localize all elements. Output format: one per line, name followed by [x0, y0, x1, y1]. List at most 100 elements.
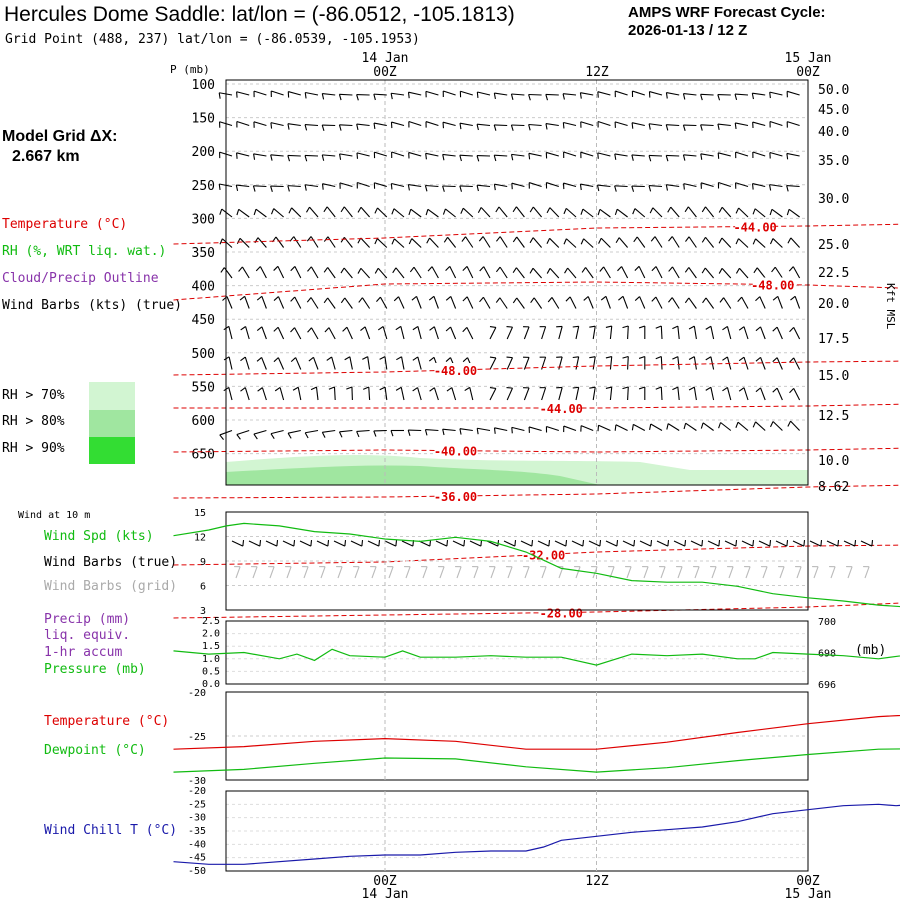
sfc-barb-grid-7-shaft: [354, 566, 360, 579]
wind-barb-r9-c16-shaft: [506, 357, 513, 370]
temperature-contour-0: [173, 223, 900, 245]
wind-barb-r6-c6-flag: [323, 267, 329, 273]
sfc-barb-true-26: [673, 540, 687, 547]
wind-barb-r1-c20-shaft: [563, 121, 577, 127]
wind-barb-r8-c30-shaft: [743, 326, 749, 340]
sfc-barb-true-17-flag: [531, 540, 534, 547]
wind-barb-r3-c27-flag: [683, 183, 685, 190]
wind-barb-r0-c29: [717, 93, 731, 101]
wind-barb-r5-c21: [580, 238, 594, 248]
wind-barb-r8-c6: [324, 327, 336, 340]
wind-barb-r1-c1: [236, 120, 250, 128]
sfc-barb-true-25-shaft: [656, 540, 669, 547]
wind-barb-r9-c3-shaft: [277, 357, 285, 370]
wind-barb-r9-c5-shaft: [312, 357, 319, 370]
wind-barb-r11-c16: [493, 427, 508, 434]
temp-dew-series-0: [173, 714, 900, 750]
wind-barb-r10-c22-flag: [605, 386, 612, 389]
sfc-barb-grid-8: [370, 566, 377, 579]
wind-barb-r1-c16-flag: [493, 124, 497, 131]
wind-barb-r0-c12: [425, 90, 439, 98]
wind-barb-r0-c4: [287, 91, 301, 98]
wind-barb-r4-c14-flag: [460, 207, 464, 214]
wind-barb-r5-c8: [357, 237, 371, 248]
wind-barb-r7-c19: [547, 297, 560, 309]
wind-barb-r2-c3-shaft: [270, 154, 284, 157]
sfc-barb-true-2: [265, 540, 279, 547]
wind-barb-r11-c6-shaft: [322, 429, 336, 433]
wind-barb-r5-c11-shaft: [411, 238, 422, 248]
wind-barb-r8-c21: [589, 325, 596, 340]
wind-barb-r0-c32-flag: [769, 92, 771, 99]
wind-barb-r6-c26: [668, 266, 680, 279]
sfc-barb-true-5: [316, 540, 330, 547]
pressure-series-0: [173, 648, 900, 666]
wind-barb-r6-c12: [427, 266, 439, 279]
wind-barb-r3-c30-shaft: [735, 182, 749, 188]
wind-barb-r4-c13-shaft: [445, 208, 456, 218]
wind-barb-r2-c18-flag: [528, 153, 531, 160]
wind-barb-r3-c29-shaft: [718, 181, 731, 188]
wind-barb-r3-c15-shaft: [477, 184, 491, 188]
wind-barb-r0-c6-flag: [321, 93, 325, 100]
wind-barb-r4-c9-flag: [374, 207, 378, 214]
sfc-barb-true-30: [741, 540, 755, 547]
wind-barb-r8-c29-flag: [722, 325, 728, 331]
wind-barb-r5-c6-flag: [323, 236, 329, 242]
wind-barb-r4-c23-shaft: [616, 208, 628, 218]
wind-tick-9: 9: [200, 557, 206, 568]
sfc-barb-grid-11: [421, 566, 428, 579]
wind-barb-r8-c6-shaft: [328, 327, 336, 340]
wind-barb-r1-c14-flag: [459, 123, 462, 130]
wind-barb-r4-c12-flag: [425, 209, 429, 216]
wind-barb-r4-c4-shaft: [291, 207, 302, 218]
wind-barb-r9-c13-flag: [445, 357, 451, 362]
wind-barb-r9-c22-flag: [605, 356, 612, 359]
wind-barb-r2-c17-shaft: [511, 153, 525, 157]
wind-barb-r10-c25: [655, 386, 663, 401]
wind-barb-r9-c21-flag: [589, 356, 596, 359]
wind-barb-r9-c14-flag: [462, 357, 468, 363]
wind-barb-r2-c2-flag: [253, 153, 256, 160]
wind-barb-r1-c28: [700, 124, 714, 131]
wind-barb-r2-c15: [476, 154, 491, 162]
wind-barb-r4-c20: [563, 207, 577, 218]
pressure-tick-600: 600: [192, 414, 215, 429]
wind-barb-r10-c3-shaft: [279, 387, 285, 401]
wind-barb-r7-c25-flag: [651, 296, 657, 302]
wind-barb-r8-c10: [395, 325, 405, 340]
temp-dew-frame: [225, 691, 809, 781]
wind-barb-r5-c12-flag: [426, 237, 431, 244]
sfc-barb-true-23-flag: [633, 540, 636, 547]
wind-barb-r5-c24-shaft: [636, 236, 646, 248]
dewpoint-legend: Dewpoint (°C): [44, 743, 146, 758]
wind-barb-r6-c33: [788, 266, 801, 279]
sfc-barb-true-33-shaft: [792, 540, 805, 547]
wind-barb-r2-c24-flag: [631, 154, 634, 161]
wind-barb-r3-c15: [476, 184, 491, 192]
wind-barb-r4-c3: [270, 208, 284, 218]
wind-barb-r7-c32-flag: [772, 295, 779, 301]
wind-barb-r0-c14-shaft: [460, 90, 473, 96]
chill-tick--35: -35: [188, 826, 206, 837]
wind-barb-r11-c28-shaft: [702, 422, 714, 431]
wind-barb-r11-c3-flag: [270, 433, 275, 439]
wind-barb-r11-c12: [424, 429, 439, 436]
wind-barb-r1-c13: [442, 121, 456, 129]
temperature-contour-label-2: -48.00: [434, 364, 477, 378]
wind-barb-r10-c0-shaft: [228, 387, 233, 401]
wind-barb-r1-c17: [510, 124, 525, 131]
bottom-time-00z: 00Z: [373, 874, 397, 889]
wind-barb-r5-c31-flag: [752, 238, 757, 245]
sfc-barb-true-31-shaft: [758, 540, 771, 547]
wind-barb-r10-c2-flag: [257, 387, 263, 392]
wind-barb-r4-c11-shaft: [410, 208, 422, 218]
sfc-barb-true-26-flag: [684, 540, 687, 547]
wind-barb-r7-c24-shaft: [639, 296, 646, 309]
wind-barb-r6-c13-shaft: [449, 266, 457, 279]
wind-barb-r3-c32-flag: [768, 184, 772, 191]
wind-barb-r1-c20-flag: [562, 122, 565, 129]
sfc-barb-true-33-flag: [803, 540, 806, 547]
wind-barb-r9-c27-shaft: [693, 356, 697, 370]
sfc-barb-grid-16: [506, 566, 513, 579]
